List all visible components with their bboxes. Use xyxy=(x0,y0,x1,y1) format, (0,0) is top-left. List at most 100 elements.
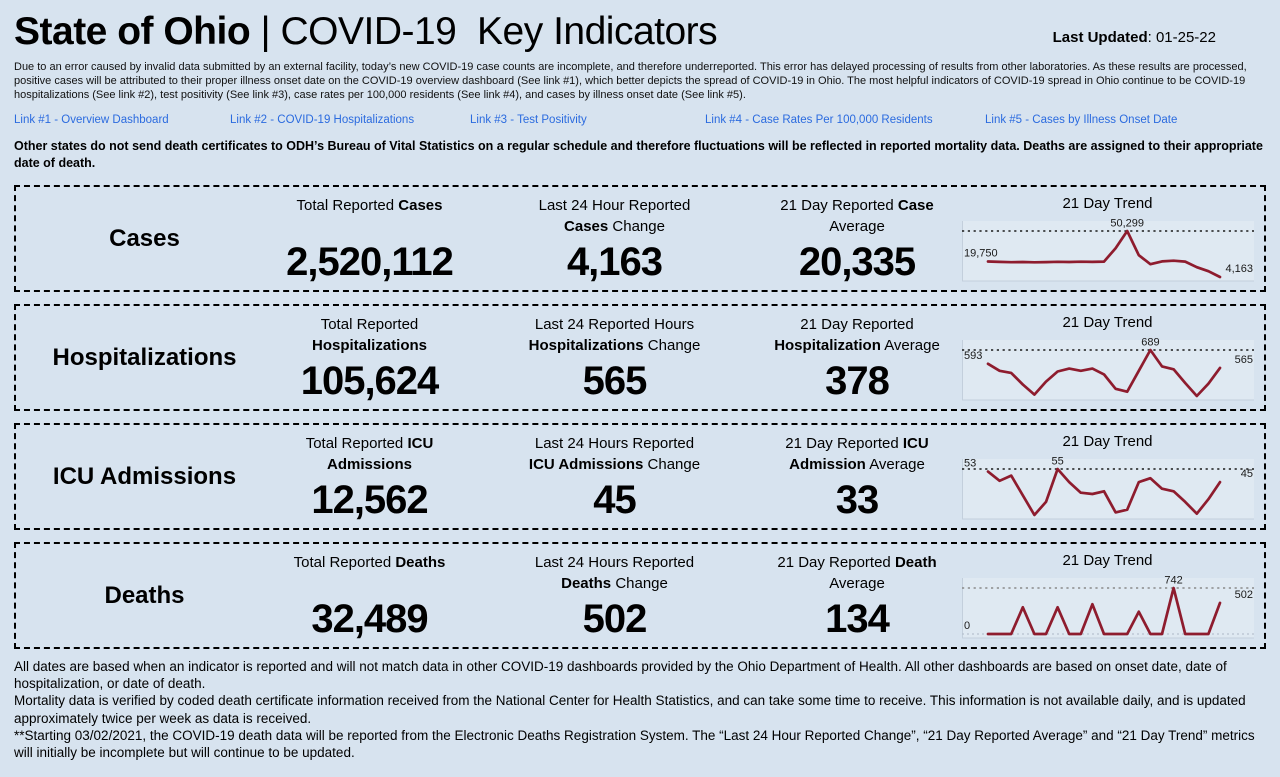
footer-note-dates: All dates are based when an indicator is… xyxy=(14,658,1227,691)
footer-note-edrs: **Starting 03/02/2021, the COVID-19 deat… xyxy=(14,727,1255,761)
last-updated-value: : 01-25-22 xyxy=(1147,29,1216,46)
svg-text:689: 689 xyxy=(1141,336,1159,348)
header-text-bold: ICU Admissions xyxy=(326,434,434,474)
svg-text:502: 502 xyxy=(1234,589,1252,601)
header-text-bold: Death xyxy=(894,553,937,571)
icu-change-cell: Last 24 Hours Reported ICU Admissions Ch… xyxy=(472,429,757,526)
header-text: Total Reported xyxy=(305,434,408,452)
svg-text:565: 565 xyxy=(1234,354,1252,366)
dashboard-links: Link #1 - Overview Dashboard Link #2 - C… xyxy=(14,114,1266,126)
metric-row-hospitalizations: Hospitalizations Total Reported Hospital… xyxy=(14,303,1266,411)
header-text: Total Reported xyxy=(296,196,399,214)
header-text: 21 Day Reported xyxy=(785,434,903,452)
link-cases-by-onset-date[interactable]: Link #5 - Cases by Illness Onset Date xyxy=(985,113,1178,126)
cases-average-cell: 21 Day Reported Case Average 20,335 xyxy=(757,191,957,288)
icu-average-header: 21 Day Reported ICU Admission Average xyxy=(763,433,951,479)
deaths-total-header: Total Reported Deaths xyxy=(294,552,446,598)
hospitalizations-change-value: 565 xyxy=(582,358,648,403)
hospitalizations-row-label: Hospitalizations xyxy=(52,344,237,372)
deaths-row-label: Deaths xyxy=(104,582,185,610)
hospitalizations-total-header: Total Reported Hospitalizations xyxy=(276,314,464,360)
deaths-trend-sparkline: 0 742 502 xyxy=(961,572,1254,642)
deaths-average-header: 21 Day Reported Death Average xyxy=(763,552,951,598)
cases-total-value: 2,520,112 xyxy=(286,239,454,284)
header-text: Average xyxy=(880,337,940,355)
header-text: Change xyxy=(611,575,668,593)
icu-change-header: Last 24 Hours Reported ICU Admissions Ch… xyxy=(521,433,709,479)
header-text-bold: Hospitalizations xyxy=(528,337,644,355)
icu-total-cell: Total Reported ICU Admissions 12,562 xyxy=(267,429,472,526)
icu-average-cell: 21 Day Reported ICU Admission Average 33 xyxy=(757,429,957,526)
header-text: Total Reported xyxy=(293,553,396,571)
hospitalizations-total-value: 105,624 xyxy=(300,358,440,403)
header-text: Last 24 Hours Reported xyxy=(534,434,695,452)
hospitalizations-average-value: 378 xyxy=(825,358,890,403)
icu-row-label: ICU Admissions xyxy=(52,463,237,491)
header-text: 21 Day Reported xyxy=(780,196,898,214)
header-text: Total Reported xyxy=(320,315,419,333)
icu-trend-sparkline: 53 55 45 xyxy=(961,453,1254,523)
header-text: Average xyxy=(865,456,925,474)
page-title-bold: State of Ohio xyxy=(14,10,251,53)
svg-text:4,163: 4,163 xyxy=(1225,263,1253,275)
page-header: State of Ohio | COVID-19 Key Indicators … xyxy=(14,10,1266,55)
header-text-bold: Cases xyxy=(564,218,609,236)
header-text: 21 Day Reported xyxy=(800,315,914,333)
svg-text:45: 45 xyxy=(1240,468,1252,480)
hospitalizations-total-cell: Total Reported Hospitalizations 105,624 xyxy=(267,310,472,407)
hospitalizations-average-cell: 21 Day Reported Hospitalization Average … xyxy=(757,310,957,407)
svg-text:593: 593 xyxy=(964,350,982,362)
deaths-trend-title: 21 Day Trend xyxy=(1062,551,1153,569)
metric-row-deaths: Deaths Total Reported Deaths 32,489 Last… xyxy=(14,541,1266,649)
header-text: Average xyxy=(829,218,885,236)
cases-trend-title: 21 Day Trend xyxy=(1062,194,1153,212)
hospitalizations-trend-sparkline: 593 689 565 xyxy=(961,334,1254,404)
svg-text:55: 55 xyxy=(1051,455,1063,467)
icu-average-value: 33 xyxy=(835,477,880,522)
header-text-bold: Hospitalizations xyxy=(311,337,427,355)
cases-average-header: 21 Day Reported Case Average xyxy=(763,195,951,241)
icu-trend-cell: 21 Day Trend 53 55 45 xyxy=(957,429,1258,526)
link-covid-hospitalizations[interactable]: Link #2 - COVID-19 Hospitalizations xyxy=(230,113,415,126)
link-case-rates[interactable]: Link #4 - Case Rates Per 100,000 Residen… xyxy=(705,113,933,126)
footer-notes: All dates are based when an indicator is… xyxy=(14,658,1266,762)
svg-text:19,750: 19,750 xyxy=(964,247,998,259)
deaths-change-value: 502 xyxy=(582,596,648,641)
header-text: Last 24 Reported Hours xyxy=(534,315,695,333)
metric-row-icu-admissions: ICU Admissions Total Reported ICU Admiss… xyxy=(14,422,1266,530)
header-text: 21 Day Reported xyxy=(777,553,895,571)
hospitalizations-average-header: 21 Day Reported Hospitalization Average xyxy=(763,314,951,360)
cases-total-header: Total Reported Cases xyxy=(297,195,443,241)
hospitalizations-change-header: Last 24 Reported Hours Hospitalizations … xyxy=(521,314,709,360)
link-test-positivity[interactable]: Link #3 - Test Positivity xyxy=(470,113,587,126)
hospitalizations-trend-title: 21 Day Trend xyxy=(1062,313,1153,331)
metric-row-cases: Cases Total Reported Cases 2,520,112 Las… xyxy=(14,184,1266,292)
deaths-total-value: 32,489 xyxy=(311,596,428,641)
svg-text:742: 742 xyxy=(1164,574,1182,586)
link-overview-dashboard[interactable]: Link #1 - Overview Dashboard xyxy=(14,113,169,126)
header-text: Change xyxy=(643,456,701,474)
header-text-bold: Deaths xyxy=(561,575,612,593)
cases-change-header: Last 24 Hour Reported Cases Change xyxy=(521,195,709,241)
last-updated-label: Last Updated xyxy=(1052,29,1148,46)
last-updated: Last Updated: 01-25-22 xyxy=(1053,29,1216,46)
svg-text:50,299: 50,299 xyxy=(1110,217,1144,229)
header-text: Last 24 Hour Reported xyxy=(538,196,691,214)
cases-trend-cell: 21 Day Trend 19,750 50,299 4,163 xyxy=(957,191,1258,288)
header-text: Last 24 Hours Reported xyxy=(534,553,695,571)
page-title: State of Ohio | COVID-19 Key Indicators xyxy=(14,10,718,55)
page-title-rest: | COVID-19 Key Indicators xyxy=(250,10,718,53)
cases-trend-sparkline: 19,750 50,299 4,163 xyxy=(961,215,1254,285)
header-text-bold: Case xyxy=(897,196,934,214)
icu-change-value: 45 xyxy=(593,477,637,522)
svg-text:0: 0 xyxy=(964,620,970,632)
data-disclaimer-text: Due to an error caused by invalid data s… xyxy=(14,60,1247,102)
icu-trend-title: 21 Day Trend xyxy=(1062,432,1153,450)
cases-total-cell: Total Reported Cases 2,520,112 xyxy=(267,191,472,288)
svg-text:53: 53 xyxy=(964,457,976,469)
deaths-average-value: 134 xyxy=(825,596,890,641)
deaths-trend-cell: 21 Day Trend 0 742 502 xyxy=(957,548,1258,645)
mortality-notice-text: Other states do not send death certifica… xyxy=(14,138,1263,171)
icu-total-header: Total Reported ICU Admissions xyxy=(276,433,464,479)
hospitalizations-trend-cell: 21 Day Trend 593 689 565 xyxy=(957,310,1258,407)
